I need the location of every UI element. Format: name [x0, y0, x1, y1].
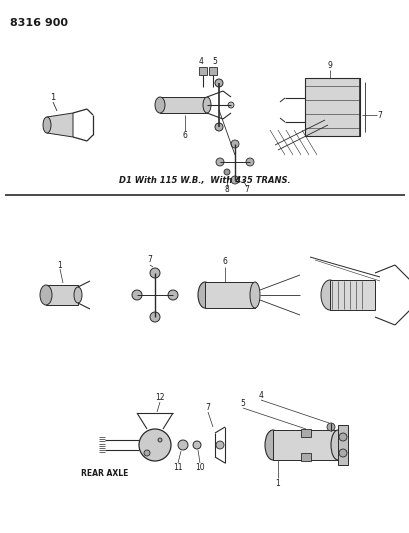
Ellipse shape	[198, 282, 211, 308]
Text: REAR AXLE: REAR AXLE	[81, 469, 128, 478]
Polygon shape	[47, 113, 73, 137]
Polygon shape	[160, 97, 207, 113]
Circle shape	[132, 290, 142, 300]
Circle shape	[157, 438, 162, 442]
Circle shape	[216, 441, 223, 449]
Text: 10: 10	[195, 463, 204, 472]
Circle shape	[214, 123, 222, 131]
Bar	[272, 430, 337, 460]
Ellipse shape	[74, 287, 82, 303]
Circle shape	[245, 158, 254, 166]
Ellipse shape	[43, 117, 51, 133]
Ellipse shape	[155, 97, 164, 113]
Circle shape	[338, 433, 346, 441]
Text: 5: 5	[212, 58, 217, 67]
Circle shape	[227, 102, 234, 108]
Bar	[300, 429, 310, 437]
Circle shape	[150, 312, 160, 322]
Text: 7: 7	[377, 110, 382, 119]
Ellipse shape	[330, 430, 344, 460]
Bar	[329, 280, 374, 310]
Bar	[300, 453, 310, 461]
Text: D1 With 115 W.B.,  With 435 TRANS.: D1 With 115 W.B., With 435 TRANS.	[119, 176, 290, 185]
Polygon shape	[46, 285, 78, 305]
Ellipse shape	[320, 280, 338, 310]
Bar	[304, 78, 359, 136]
Circle shape	[230, 140, 238, 148]
Circle shape	[144, 450, 150, 456]
Circle shape	[338, 449, 346, 457]
Text: 12: 12	[155, 392, 164, 401]
Circle shape	[150, 268, 160, 278]
Text: 6: 6	[222, 257, 227, 266]
Circle shape	[214, 79, 222, 87]
Ellipse shape	[249, 282, 259, 308]
Text: 4: 4	[258, 391, 263, 400]
Bar	[198, 67, 207, 75]
Bar	[337, 425, 347, 465]
Circle shape	[193, 441, 200, 449]
Circle shape	[216, 158, 223, 166]
Text: 1: 1	[50, 93, 56, 101]
Bar	[209, 67, 216, 75]
Text: 7: 7	[147, 255, 152, 264]
Text: 7: 7	[244, 185, 249, 195]
Text: 9: 9	[327, 61, 332, 69]
Circle shape	[326, 423, 334, 431]
Circle shape	[223, 169, 229, 175]
Text: 6: 6	[182, 131, 187, 140]
Text: 4: 4	[198, 58, 203, 67]
Bar	[204, 282, 254, 308]
Circle shape	[230, 176, 238, 184]
Ellipse shape	[264, 430, 280, 460]
Text: 7: 7	[205, 402, 210, 411]
Text: 11: 11	[173, 463, 182, 472]
Text: 1: 1	[58, 261, 62, 270]
Text: 5: 5	[240, 399, 245, 408]
Text: 1: 1	[275, 479, 280, 488]
Text: 8316 900: 8316 900	[10, 18, 68, 28]
Circle shape	[139, 429, 171, 461]
Ellipse shape	[40, 285, 52, 305]
Text: 8: 8	[224, 185, 229, 195]
Circle shape	[178, 440, 188, 450]
Ellipse shape	[202, 97, 211, 113]
Circle shape	[168, 290, 178, 300]
